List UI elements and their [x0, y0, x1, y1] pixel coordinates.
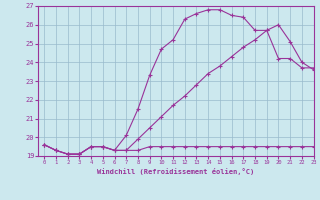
X-axis label: Windchill (Refroidissement éolien,°C): Windchill (Refroidissement éolien,°C) [97, 168, 255, 175]
